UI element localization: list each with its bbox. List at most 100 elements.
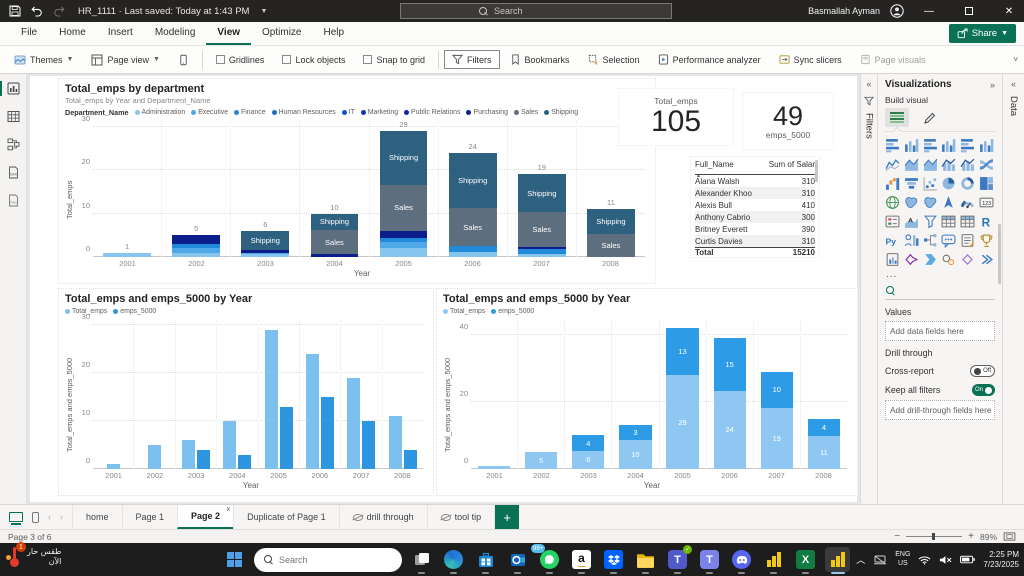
area-chart-icon[interactable]	[904, 157, 919, 172]
emps_5000-segment-2008[interactable]: 4	[807, 418, 841, 437]
teams-secondary-icon[interactable]: T	[697, 547, 722, 574]
stacked-bar-2005[interactable]: Shipping Sales	[379, 130, 428, 257]
total_emps-segment-2007[interactable]: 19	[760, 408, 793, 469]
column-header-full-name[interactable]: Full_Name	[695, 160, 734, 169]
page-tab-tool-tip[interactable]: tool tip	[426, 505, 496, 529]
mobile-layout-button[interactable]	[170, 50, 197, 70]
stacked-bar-2007[interactable]: 10 19	[760, 371, 793, 469]
segment-shipping[interactable]: Shipping	[241, 230, 290, 250]
total_emps-bar-2007[interactable]	[347, 377, 361, 469]
taskbar-search[interactable]	[254, 547, 402, 572]
stacked-bar-2008[interactable]: Shipping Sales	[587, 209, 635, 257]
pane-scrollbar[interactable]	[998, 224, 1001, 284]
stacked-bar-2005[interactable]: 13 29	[666, 328, 699, 469]
page-tab-page-1[interactable]: Page 1	[121, 505, 178, 529]
segment-executive[interactable]	[172, 248, 221, 253]
pie-chart-icon[interactable]	[941, 176, 956, 191]
total_emps-segment-2003[interactable]: 6	[572, 450, 605, 469]
paginated-report-icon[interactable]	[885, 252, 900, 267]
segment-shipping[interactable]: Shipping	[310, 213, 359, 231]
collapse-ribbon-icon[interactable]: ˅	[1013, 55, 1018, 64]
avatar[interactable]	[890, 4, 904, 18]
report-view-button[interactable]	[0, 81, 22, 96]
table-vertical-scrollbar[interactable]	[815, 160, 818, 182]
lock-objects-checkbox[interactable]: Lock objects	[274, 51, 353, 69]
map-icon[interactable]	[885, 195, 900, 210]
emps_5000-segment-2005[interactable]: 13	[666, 328, 699, 376]
task-view-button[interactable]	[409, 547, 434, 574]
stacked-bar-2004[interactable]: Shipping Sales	[310, 213, 359, 257]
previous-page-icon[interactable]: ‹	[48, 512, 51, 522]
table-row[interactable]: Britney Everett 390	[695, 223, 815, 235]
title-caret-icon[interactable]: ▼	[260, 7, 268, 15]
edge-icon[interactable]	[441, 547, 466, 574]
legend-item-total-emps[interactable]: Total_emps	[443, 308, 485, 315]
stacked-bar-2003[interactable]: Shipping	[241, 230, 290, 257]
fit-to-page-icon[interactable]	[1003, 532, 1016, 541]
legend-item-sales[interactable]: Sales	[513, 109, 538, 116]
multi-row-card-icon[interactable]	[885, 214, 900, 229]
segment-purchasing[interactable]	[310, 254, 359, 257]
total_emps-segment-2006[interactable]: 24	[713, 390, 746, 469]
wifi-icon[interactable]	[918, 555, 931, 565]
tmdl-view-button[interactable]: TMDL	[5, 193, 22, 208]
segment-administration[interactable]	[379, 247, 428, 257]
outlook-icon[interactable]	[505, 547, 530, 574]
table-row[interactable]: Curtis Davies 310	[695, 235, 815, 247]
snap-to-grid-checkbox[interactable]: Snap to grid	[355, 51, 433, 69]
undo-icon[interactable]	[30, 5, 43, 18]
total_emps-bar-2006[interactable]	[306, 353, 320, 469]
segment-administration[interactable]	[241, 254, 290, 257]
qa-visual-icon[interactable]	[941, 233, 956, 248]
maximize-button[interactable]	[954, 0, 984, 22]
segment-sales[interactable]: Sales	[587, 234, 635, 257]
page-tab-home[interactable]: home	[72, 505, 122, 529]
microsoft-store-icon[interactable]	[473, 547, 498, 574]
segment-administration[interactable]	[172, 252, 221, 257]
legend-item-purchasing[interactable]: Purchasing	[466, 109, 508, 116]
stacked-bar-2006[interactable]: 15 24	[713, 338, 746, 469]
emps_5000-bar-2003[interactable]	[196, 449, 210, 469]
keep-all-filters-toggle[interactable]: On	[971, 384, 995, 396]
plot-area[interactable]: 0 10 20 30 1 5 Shipping 6 Shipping Sales 10 Shippin…	[82, 114, 645, 258]
plot-area[interactable]: 0 10 20 30	[82, 312, 423, 469]
ribbon-tab-home[interactable]: Home	[59, 27, 86, 38]
segment-administration[interactable]	[448, 251, 497, 258]
stacked-bar-2006[interactable]: Shipping Sales	[448, 152, 497, 258]
segment-sales[interactable]: Sales	[310, 230, 359, 255]
expand-filters-icon[interactable]: «	[866, 79, 872, 89]
metrics-icon[interactable]	[979, 233, 994, 248]
stacked-bar-2007[interactable]: Shipping Sales	[517, 174, 566, 258]
new-page-button[interactable]: +	[495, 505, 520, 529]
file-explorer-icon[interactable]	[633, 547, 658, 574]
smart-narrative-icon[interactable]	[960, 233, 975, 248]
emps_5000-bar-2007[interactable]	[362, 421, 376, 469]
card-emps-5000[interactable]: 49 emps_5000	[742, 92, 834, 150]
legend-item-marketing[interactable]: Marketing	[360, 109, 398, 116]
cast-off-icon[interactable]	[873, 555, 887, 565]
matrix-icon[interactable]	[960, 214, 975, 229]
table-visual-salaries[interactable]: Full_Name ▲ Sum of Salar Alana Walsh 310 A…	[690, 156, 820, 258]
amazon-icon[interactable]: a	[569, 547, 594, 574]
cross-report-toggle[interactable]: Off	[970, 365, 995, 377]
page-tab-drill-through[interactable]: drill through	[338, 505, 427, 529]
bookmarks-button[interactable]: Bookmarks	[502, 50, 578, 69]
segment-finance[interactable]	[517, 248, 566, 254]
legend-item-human-resources[interactable]: Human Resources	[271, 109, 336, 116]
total_emps-bar-2002[interactable]	[148, 445, 162, 469]
line-and-clustered-column-chart-icon[interactable]	[960, 157, 975, 172]
clustered-bar-chart-icon[interactable]	[923, 138, 938, 153]
line-chart-icon[interactable]	[885, 157, 900, 172]
table-row[interactable]: Anthony Cabrio 300	[695, 211, 815, 223]
zoom-out-icon[interactable]: −	[894, 531, 901, 542]
viz-search-box[interactable]	[885, 282, 995, 300]
segment-sales[interactable]: Sales	[379, 184, 428, 231]
legend-item-public-relations[interactable]: Public Relations	[404, 109, 460, 116]
zoom-in-icon[interactable]: +	[968, 531, 974, 542]
table-header-row[interactable]: Full_Name ▲ Sum of Salar	[695, 160, 818, 182]
legend-item-emps-5000[interactable]: emps_5000	[491, 308, 534, 315]
get-more-visuals-icon[interactable]	[979, 252, 994, 267]
segment-shipping[interactable]: Shipping	[379, 130, 428, 185]
tray-expand-icon[interactable]: ︿	[856, 555, 866, 565]
table-view-button[interactable]	[5, 109, 22, 124]
